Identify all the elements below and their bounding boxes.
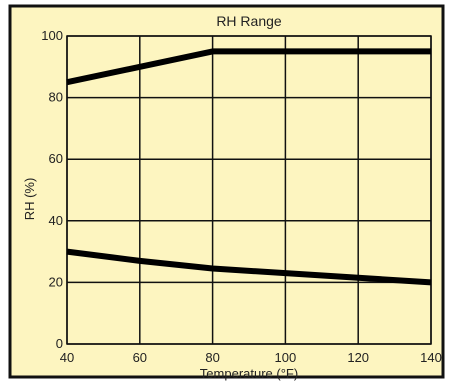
y-tick-label: 100 [41,28,63,43]
x-tick-label: 100 [275,350,297,365]
x-tick-label: 80 [205,350,219,365]
chart-title: RH Range [216,13,282,29]
plot-border [66,35,432,345]
y-axis-label: RH (%) [22,178,37,221]
x-tick-label: 40 [60,350,74,365]
y-tick-label: 40 [49,213,63,228]
upper-rh-limit-line [66,48,431,86]
x-tick-label: 140 [420,350,442,365]
x-tick-label: 60 [133,350,147,365]
x-axis-label: Temperature (°F) [200,366,298,381]
y-tick-label: 60 [49,151,63,166]
x-tick-label: 120 [347,350,369,365]
y-tick-label: 80 [49,90,63,105]
y-tick-label: 20 [49,274,63,289]
lower-rh-limit-line [66,248,432,286]
chart-panel [8,4,445,379]
tick-labels: 40 60 80 100 120 140 0 20 40 60 80 100 [41,28,442,365]
series-layer [66,48,432,286]
y-tick-label: 0 [56,336,63,351]
